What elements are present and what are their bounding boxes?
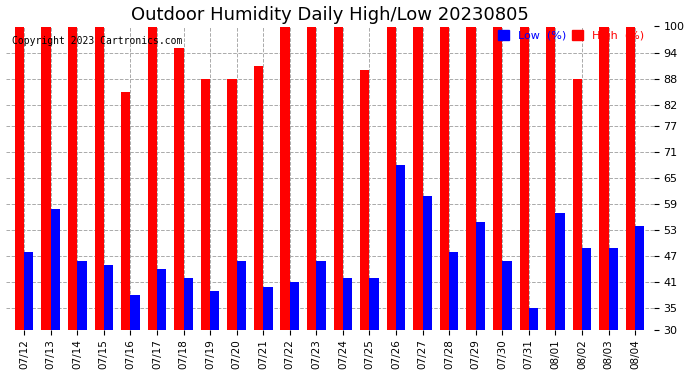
Bar <box>422 195 432 330</box>
Bar <box>387 27 396 330</box>
Bar <box>281 27 290 330</box>
Bar <box>228 78 237 330</box>
Bar <box>475 222 485 330</box>
Legend: Low  (%), High  (%): Low (%), High (%) <box>493 26 648 45</box>
Bar <box>77 261 86 330</box>
Bar <box>555 213 564 330</box>
Bar <box>396 165 405 330</box>
Bar <box>502 261 511 330</box>
Bar <box>68 27 77 330</box>
Bar <box>15 27 24 330</box>
Bar <box>343 278 352 330</box>
Bar <box>121 92 130 330</box>
Bar <box>334 27 343 330</box>
Bar <box>529 308 538 330</box>
Bar <box>157 269 166 330</box>
Bar <box>440 27 449 330</box>
Bar <box>201 78 210 330</box>
Bar <box>24 252 33 330</box>
Bar <box>449 252 458 330</box>
Bar <box>263 286 273 330</box>
Bar <box>360 70 369 330</box>
Bar <box>582 248 591 330</box>
Bar <box>130 295 139 330</box>
Bar <box>237 261 246 330</box>
Bar <box>307 27 316 330</box>
Bar <box>175 48 184 330</box>
Bar <box>50 209 60 330</box>
Bar <box>573 78 582 330</box>
Bar <box>493 27 502 330</box>
Bar <box>41 27 50 330</box>
Bar <box>184 278 193 330</box>
Bar <box>290 282 299 330</box>
Title: Outdoor Humidity Daily High/Low 20230805: Outdoor Humidity Daily High/Low 20230805 <box>130 6 529 24</box>
Bar <box>369 278 379 330</box>
Bar <box>316 261 326 330</box>
Bar <box>609 248 618 330</box>
Text: Copyright 2023 Cartronics.com: Copyright 2023 Cartronics.com <box>12 36 182 46</box>
Bar <box>635 226 644 330</box>
Bar <box>626 27 635 330</box>
Bar <box>600 27 609 330</box>
Bar <box>546 27 555 330</box>
Bar <box>466 27 475 330</box>
Bar <box>520 27 529 330</box>
Bar <box>148 27 157 330</box>
Bar <box>254 66 263 330</box>
Bar <box>95 27 103 330</box>
Bar <box>413 27 422 330</box>
Bar <box>104 265 113 330</box>
Bar <box>210 291 219 330</box>
